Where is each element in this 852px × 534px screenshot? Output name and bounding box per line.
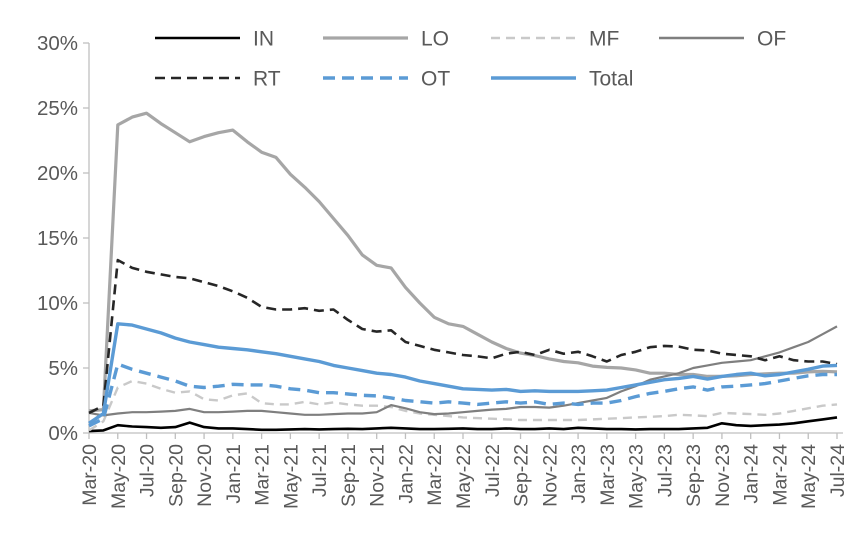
- x-tick-label: Mar-22: [424, 444, 446, 506]
- x-tick-label: Mar-20: [79, 444, 101, 506]
- legend-label-OF: OF: [757, 28, 786, 51]
- legend-label-LO: LO: [421, 28, 449, 51]
- x-tick-label: Nov-23: [712, 444, 734, 507]
- y-tick-label: 5%: [48, 357, 78, 380]
- y-tick-label: 0%: [48, 422, 78, 445]
- x-tick-label: Mar-21: [252, 444, 274, 506]
- legend-label-MF: MF: [589, 28, 619, 51]
- series-line-IN: [88, 416, 838, 433]
- series-line-RT: [88, 258, 838, 415]
- x-tick-label: Jul-24: [827, 444, 849, 497]
- legend-item-RT: RT: [155, 68, 281, 91]
- x-tick-label: May-23: [626, 444, 648, 509]
- x-tick-label: Jul-23: [654, 444, 676, 497]
- x-tick-label: May-21: [280, 444, 302, 509]
- legend-item-LO: LO: [323, 28, 449, 51]
- legend-item-OF: OF: [659, 28, 786, 51]
- y-tick-label: 10%: [37, 292, 78, 315]
- legend-label-Total: Total: [589, 68, 633, 91]
- legend-item-MF: MF: [491, 28, 619, 51]
- series-line-OF: [88, 325, 838, 417]
- x-tick-label: Mar-24: [769, 444, 791, 506]
- series-line-OT: [88, 362, 837, 428]
- x-tick-label: Jul-20: [137, 444, 159, 497]
- y-tick-label: 20%: [37, 162, 78, 185]
- series-line-LO: [88, 111, 838, 413]
- legend-item-Total: Total: [491, 68, 633, 91]
- series-line-MF: [88, 379, 838, 432]
- x-tick-label: May-24: [798, 444, 820, 509]
- x-tick-label: Jul-22: [482, 444, 504, 497]
- legend-label-OT: OT: [421, 68, 450, 91]
- legend-item-IN: IN: [155, 28, 274, 51]
- x-tick-label: Nov-22: [539, 444, 561, 507]
- x-tick-label: Sep-20: [165, 444, 187, 507]
- legend-label-RT: RT: [253, 68, 281, 91]
- y-tick-label: 25%: [37, 97, 78, 120]
- x-tick-label: Jul-21: [309, 444, 331, 497]
- series-line-Total: [88, 322, 838, 425]
- x-tick-label: Jan-23: [568, 444, 590, 504]
- x-tick-label: May-22: [453, 444, 475, 509]
- x-tick-label: Jan-22: [395, 444, 417, 504]
- legend-item-OT: OT: [323, 68, 450, 91]
- x-tick-label: Jan-24: [741, 444, 763, 504]
- x-tick-label: Nov-21: [367, 444, 389, 507]
- x-tick-label: Sep-21: [338, 444, 360, 507]
- x-tick-label: Nov-20: [194, 444, 216, 507]
- x-tick-label: Sep-22: [511, 444, 533, 507]
- legend-label-IN: IN: [253, 28, 274, 51]
- x-tick-label: Mar-23: [597, 444, 619, 506]
- x-tick-label: Sep-23: [683, 444, 705, 507]
- x-tick-label: Jan-21: [223, 444, 245, 504]
- y-tick-label: 30%: [37, 32, 78, 55]
- y-tick-label: 15%: [37, 227, 78, 250]
- x-tick-label: May-20: [108, 444, 130, 509]
